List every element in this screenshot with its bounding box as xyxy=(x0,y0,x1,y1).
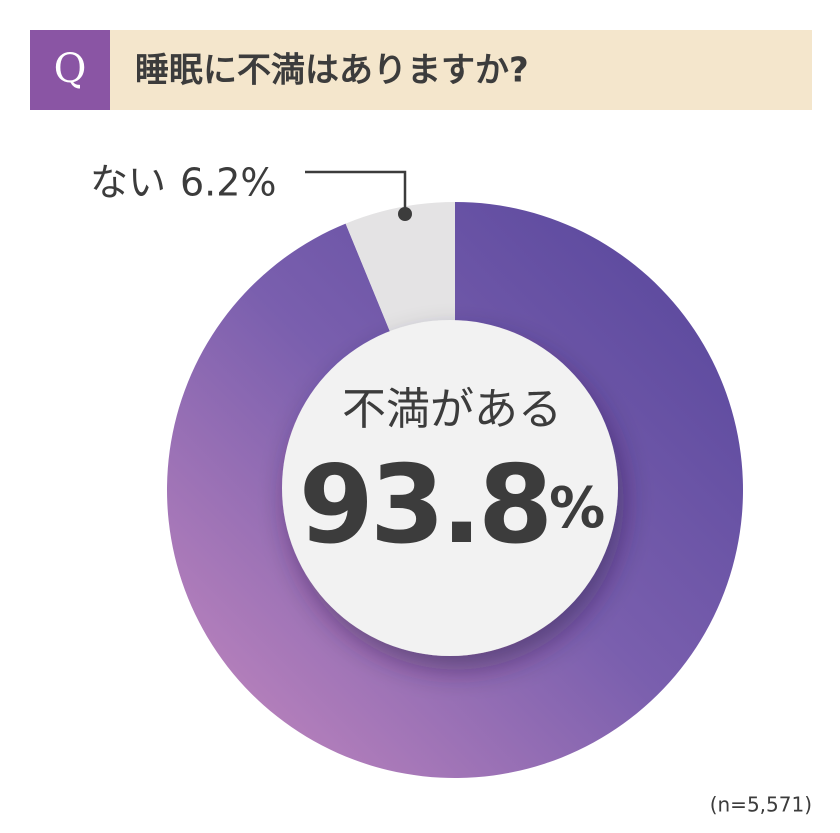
label-part: % xyxy=(549,476,605,541)
small-category: ない xyxy=(90,161,166,205)
leader-dot xyxy=(398,207,412,221)
chart-title: 睡眠に不満はありますか? xyxy=(135,51,529,91)
small-value: 6.2% xyxy=(180,161,277,205)
badge-box xyxy=(30,30,110,110)
center-value: 93.8% xyxy=(299,443,606,568)
donut-hole xyxy=(282,320,618,656)
center-category: 不満がある xyxy=(342,384,562,435)
label-part: 93.8 xyxy=(299,443,549,568)
title-bar xyxy=(30,30,812,110)
donut xyxy=(166,202,744,778)
donut-segment xyxy=(166,202,744,778)
badge: Q xyxy=(54,46,87,92)
leader-line xyxy=(305,170,407,212)
note: (n=5,571) xyxy=(710,793,812,817)
donut-segment xyxy=(345,202,455,361)
